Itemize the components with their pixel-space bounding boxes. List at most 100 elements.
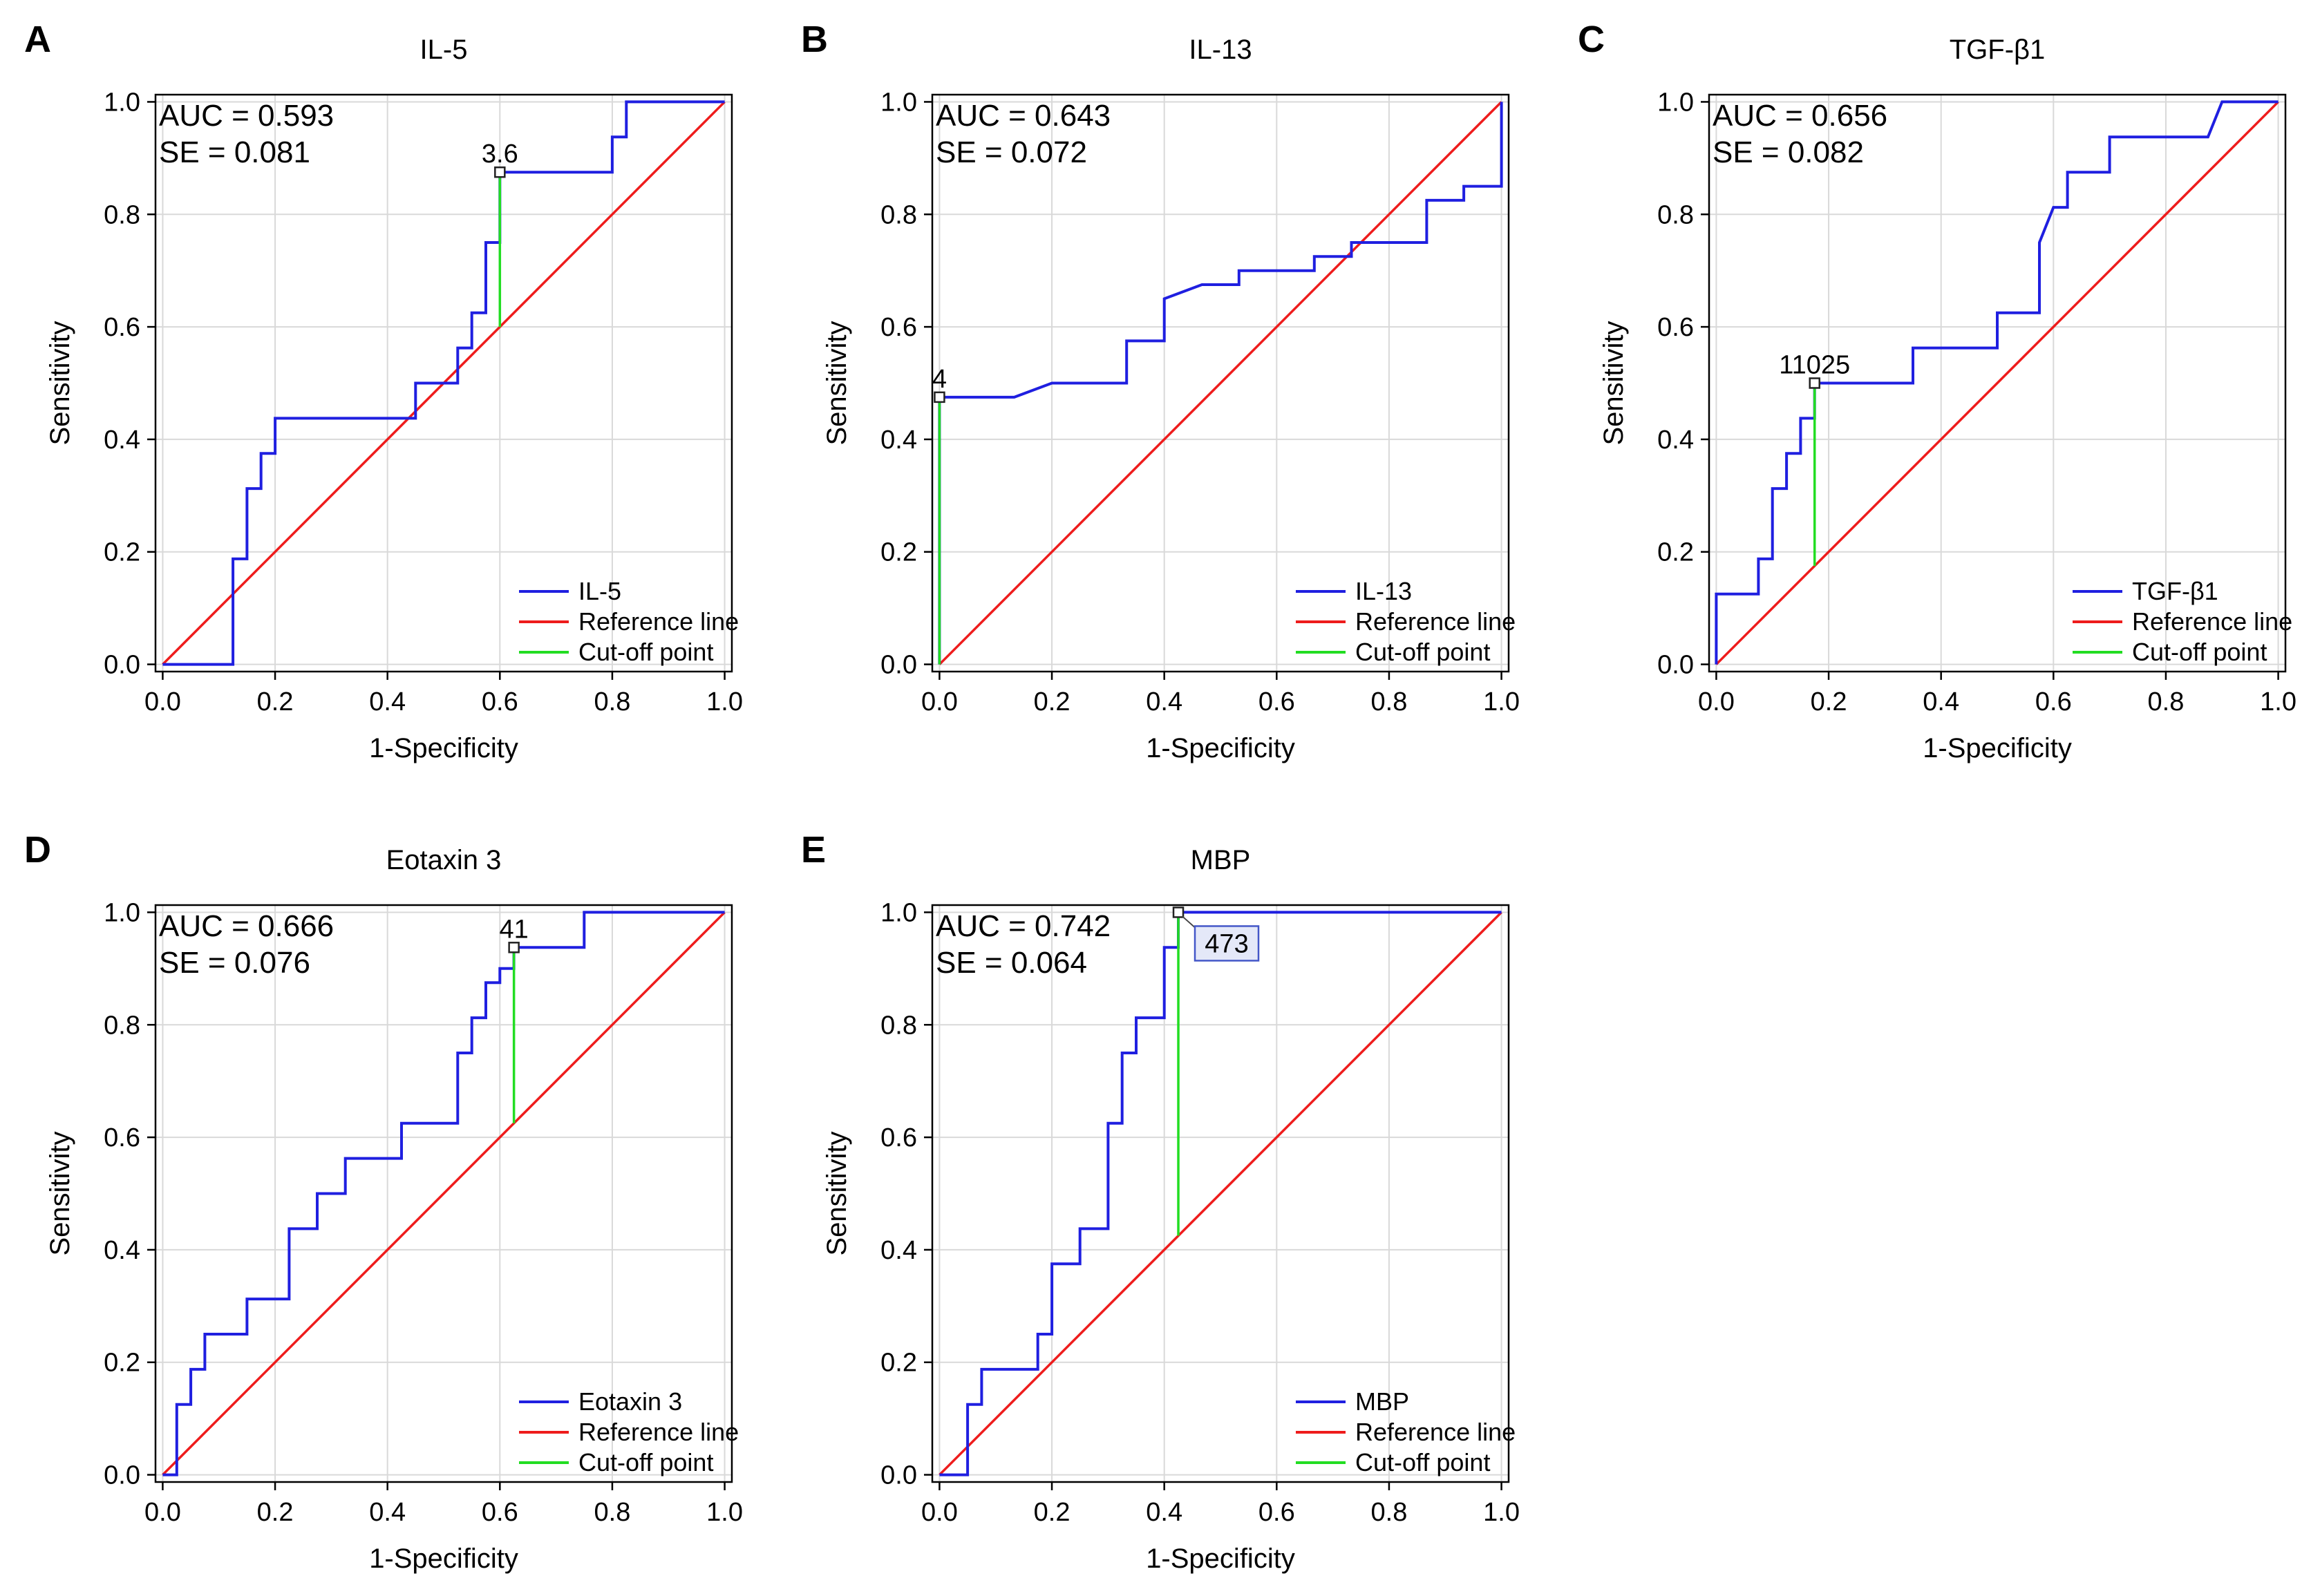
x-tick-label: 0.4 xyxy=(1923,687,1959,716)
x-tick-label: 0.0 xyxy=(144,687,181,716)
y-tick-label: 1.0 xyxy=(880,898,917,927)
y-tick-label: 0.6 xyxy=(880,313,917,342)
legend-reference-label: Reference line xyxy=(1355,1418,1516,1446)
y-tick-label: 0.2 xyxy=(880,1349,917,1378)
roc-curve xyxy=(1715,100,2279,665)
x-tick-label: 0.4 xyxy=(369,687,406,716)
x-tick-label: 0.2 xyxy=(257,1498,294,1527)
x-axis-label: 1-Specificity xyxy=(1146,1543,1295,1574)
chart-panel-e: E MBP 0.0 0.2 0.4 0.6 0.8 1.0 0.0 0.2 0.4 0.6 0.8 1.0… xyxy=(801,829,1520,1574)
y-tick-label: 0.6 xyxy=(1657,313,1694,342)
y-tick-label: 0.4 xyxy=(104,1236,140,1265)
y-tick-label: 0.2 xyxy=(104,1349,140,1378)
auc-value: AUC = 0.666 xyxy=(159,909,334,943)
panel-letter-a: A xyxy=(24,19,51,60)
x-axis-label: 1-Specificity xyxy=(1146,733,1295,763)
y-tick-label: 0.6 xyxy=(880,1123,917,1152)
y-tick-label: 0.0 xyxy=(104,1461,140,1490)
auc-value: AUC = 0.593 xyxy=(159,99,334,133)
reference-line xyxy=(939,911,1502,1476)
x-tick-label: 0.0 xyxy=(921,1498,958,1527)
y-axis-label: Sensitivity xyxy=(45,321,75,445)
y-axis-label: Sensitivity xyxy=(1598,321,1629,445)
y-tick-label: 0.4 xyxy=(104,426,140,455)
x-tick-label: 0.4 xyxy=(1146,687,1182,716)
plot-frame xyxy=(154,904,733,1483)
cutoff-label: 4 xyxy=(932,365,947,394)
y-tick-label: 0.2 xyxy=(1657,538,1694,567)
legend-reference-label: Reference line xyxy=(2132,607,2292,636)
x-tick-label: 1.0 xyxy=(1483,687,1520,716)
x-tick-label: 0.0 xyxy=(144,1498,181,1527)
legend-reference-label: Reference line xyxy=(578,607,739,636)
panel-letter-c: C xyxy=(1578,19,1605,60)
legend-curve-label: IL-5 xyxy=(578,577,621,605)
x-axis-label: 1-Specificity xyxy=(1923,733,2072,763)
cutoff-label: 41 xyxy=(500,915,529,944)
x-tick-label: 0.6 xyxy=(1258,1498,1295,1527)
legend-curve-label: IL-13 xyxy=(1355,577,1412,605)
y-tick-label: 0.8 xyxy=(1657,200,1694,229)
se-value: SE = 0.076 xyxy=(159,946,310,980)
x-tick-label: 0.2 xyxy=(257,687,294,716)
cutoff-label: 3.6 xyxy=(482,140,518,169)
x-tick-label: 1.0 xyxy=(1483,1498,1520,1527)
y-tick-label: 0.0 xyxy=(880,1461,917,1490)
legend-reference-label: Reference line xyxy=(1355,607,1516,636)
reference-line xyxy=(162,911,726,1476)
legend-cutoff-label: Cut-off point xyxy=(578,1448,713,1476)
legend-curve-label: TGF-β1 xyxy=(2132,577,2218,605)
y-tick-label: 0.0 xyxy=(880,651,917,680)
x-axis-label: 1-Specificity xyxy=(369,1543,518,1574)
y-tick-label: 0.4 xyxy=(880,1236,917,1265)
reference-line xyxy=(939,101,1502,665)
roc-curve xyxy=(938,102,1503,665)
y-tick-label: 0.8 xyxy=(880,1011,917,1040)
y-axis-label: Sensitivity xyxy=(45,1131,75,1255)
y-tick-label: 0.6 xyxy=(104,313,140,342)
x-tick-label: 0.0 xyxy=(921,687,958,716)
x-tick-label: 0.2 xyxy=(1811,687,1847,716)
x-tick-label: 0.4 xyxy=(369,1498,406,1527)
roc-curve xyxy=(939,911,1502,1476)
legend-curve-label: Eotaxin 3 xyxy=(578,1387,682,1416)
reference-line xyxy=(1715,101,2279,665)
x-axis-label: 1-Specificity xyxy=(369,733,518,763)
y-tick-label: 1.0 xyxy=(1657,88,1694,117)
legend-cutoff-label: Cut-off point xyxy=(1355,1448,1490,1476)
x-tick-label: 0.2 xyxy=(1034,1498,1071,1527)
plot-frame xyxy=(154,93,733,673)
cutoff-label: 11025 xyxy=(1779,351,1850,380)
y-tick-label: 0.2 xyxy=(880,538,917,567)
chart-title: IL-13 xyxy=(1189,35,1252,65)
chart-title: Eotaxin 3 xyxy=(386,845,502,875)
cutoff-marker xyxy=(508,942,520,953)
y-axis-label: Sensitivity xyxy=(822,1131,852,1255)
y-tick-label: 1.0 xyxy=(880,88,917,117)
chart-title: TGF-β1 xyxy=(1950,35,2046,65)
y-tick-label: 0.4 xyxy=(1657,426,1694,455)
legend-cutoff-label: Cut-off point xyxy=(1355,638,1490,666)
cutoff-marker xyxy=(1172,906,1185,918)
x-tick-label: 0.6 xyxy=(2035,687,2072,716)
plot-frame xyxy=(931,904,1510,1483)
x-tick-label: 0.8 xyxy=(1371,1498,1408,1527)
cutoff-marker xyxy=(934,391,945,403)
y-tick-label: 0.8 xyxy=(104,1011,140,1040)
plot-frame xyxy=(1708,93,2287,673)
cutoff-marker xyxy=(1809,377,1820,389)
x-tick-label: 1.0 xyxy=(706,1498,743,1527)
panel-letter-d: D xyxy=(24,829,51,871)
y-tick-label: 0.8 xyxy=(880,200,917,229)
cutoff-marker xyxy=(494,166,506,178)
cutoff-callout-box xyxy=(1194,925,1260,962)
y-tick-label: 0.0 xyxy=(1657,651,1694,680)
y-tick-label: 0.4 xyxy=(880,426,917,455)
y-tick-label: 1.0 xyxy=(104,898,140,927)
panel-letter-e: E xyxy=(801,829,826,871)
y-tick-label: 0.2 xyxy=(104,538,140,567)
roc-curve xyxy=(162,100,725,666)
x-tick-label: 0.6 xyxy=(1258,687,1295,716)
x-tick-label: 0.4 xyxy=(1146,1498,1182,1527)
